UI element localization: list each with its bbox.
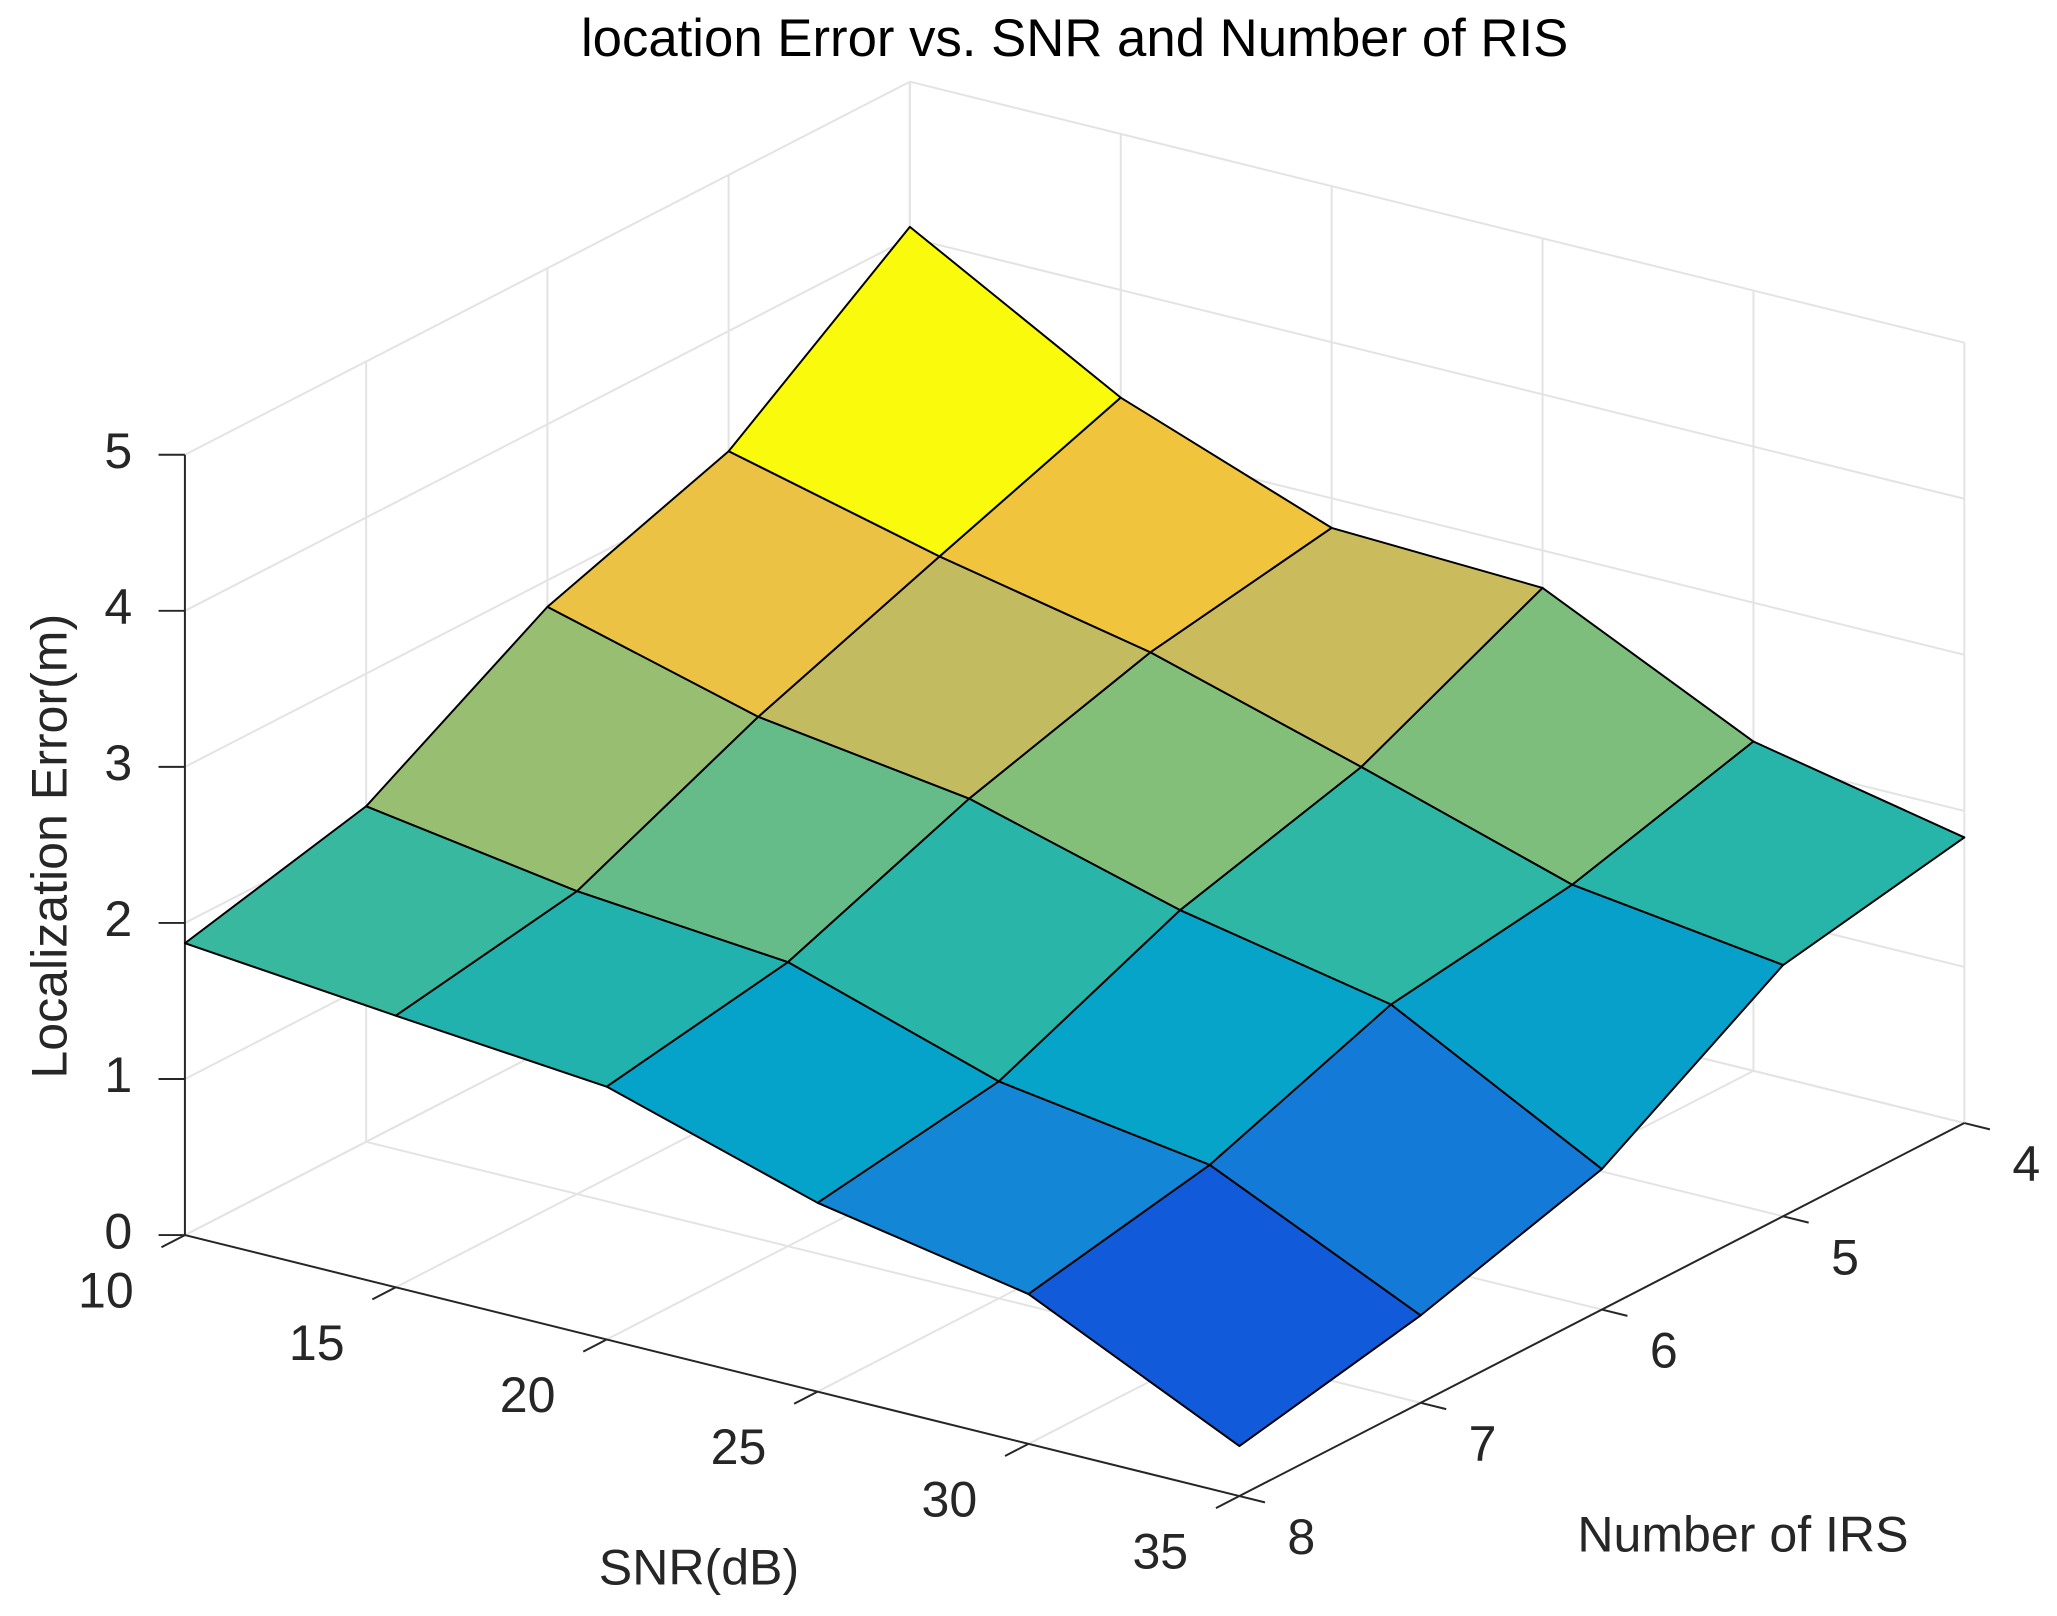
surface-face	[1027, 1163, 1422, 1448]
x-tick-label: 25	[711, 1419, 767, 1475]
z-tick-label: 3	[104, 735, 132, 791]
y-tick-label: 7	[1469, 1416, 1497, 1472]
grid-line	[909, 80, 1965, 344]
x-tick-label: 30	[922, 1471, 978, 1527]
y-tick-label: 5	[1831, 1229, 1859, 1285]
z-tick-label: 2	[104, 891, 132, 947]
z-tick-label: 0	[104, 1203, 132, 1259]
tick-mark	[371, 1286, 397, 1301]
x-tick-label: 20	[500, 1367, 556, 1423]
tick-mark	[793, 1390, 819, 1405]
x-tick-label: 35	[1132, 1524, 1188, 1580]
x-tick-label: 10	[78, 1263, 134, 1319]
grid-line	[184, 236, 911, 612]
grid-line	[909, 236, 1965, 500]
tick-mark	[582, 1338, 608, 1353]
y-tick-label: 4	[2012, 1136, 2040, 1192]
chart-title: location Error vs. SNR and Number of RIS	[581, 9, 1568, 68]
grid-line	[184, 80, 911, 456]
tick-mark	[160, 1234, 186, 1249]
tick-mark	[1215, 1495, 1240, 1510]
y-tick-label: 6	[1650, 1323, 1678, 1379]
z-tick-label: 1	[104, 1047, 132, 1103]
z-tick-label: 4	[104, 579, 132, 635]
tick-mark	[1601, 1308, 1628, 1317]
tick-mark	[1782, 1215, 1809, 1224]
tick-mark	[1420, 1401, 1447, 1411]
y-axis	[1238, 1122, 1965, 1497]
x-axis	[184, 1234, 1240, 1498]
z-tick-label: 5	[104, 423, 132, 479]
tick-mark	[1239, 1495, 1266, 1504]
y-axis-label: Number of IRS	[1577, 1506, 1908, 1562]
tick-mark	[1964, 1122, 1991, 1131]
y-tick-label: 8	[1287, 1509, 1315, 1565]
x-tick-label: 15	[289, 1315, 345, 1371]
tick-mark	[1004, 1442, 1029, 1457]
x-axis-label: SNR(dB)	[599, 1539, 799, 1595]
z-axis-label: Localization Error(m)	[21, 614, 77, 1079]
